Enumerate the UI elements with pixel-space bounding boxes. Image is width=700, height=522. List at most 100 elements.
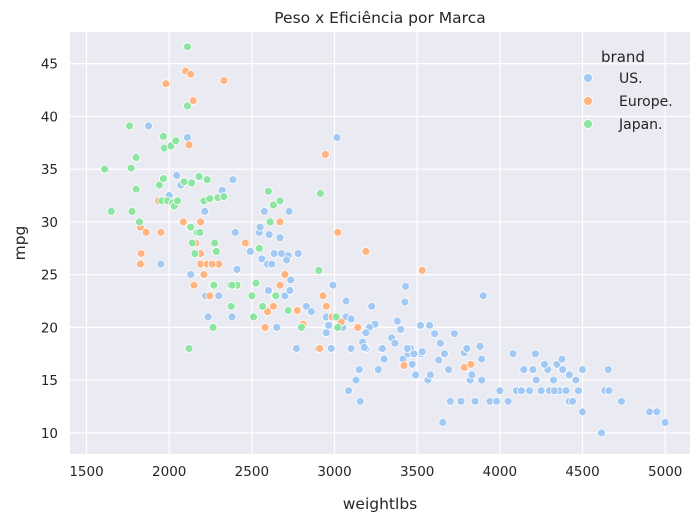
plot-area <box>70 32 690 454</box>
data-point <box>127 206 137 216</box>
data-point <box>280 291 290 301</box>
data-point <box>219 76 229 85</box>
data-point <box>316 188 325 198</box>
data-point <box>154 180 164 190</box>
data-point <box>456 396 466 406</box>
data-point <box>652 407 662 417</box>
data-point <box>186 270 196 280</box>
data-point <box>249 312 258 322</box>
data-point <box>100 164 110 174</box>
data-point <box>263 286 273 295</box>
data-point <box>416 320 425 330</box>
data-point <box>207 259 217 269</box>
data-point <box>228 175 238 185</box>
data-point <box>173 196 182 206</box>
x-tick-label: 1500 <box>69 464 103 480</box>
data-point <box>131 184 141 194</box>
data-point <box>438 417 448 427</box>
data-point <box>318 291 328 301</box>
data-point <box>208 322 218 332</box>
data-point <box>136 249 146 259</box>
data-point <box>211 246 221 256</box>
data-point <box>199 270 209 280</box>
data-point <box>425 370 435 380</box>
data-point <box>604 386 614 396</box>
data-point <box>259 206 269 216</box>
data-point <box>258 301 268 311</box>
grid-lines <box>70 32 690 454</box>
data-point <box>314 265 324 275</box>
data-point <box>254 243 264 253</box>
data-point <box>578 365 587 375</box>
data-point <box>508 349 518 359</box>
data-point <box>525 386 534 396</box>
data-point <box>182 42 192 52</box>
data-point <box>190 249 200 259</box>
data-point <box>597 428 606 438</box>
chart-title: Peso x Eficiência por Marca <box>274 9 485 27</box>
data-point <box>272 322 282 332</box>
data-point <box>409 349 419 359</box>
x-tick-label: 3000 <box>317 464 351 480</box>
data-point <box>331 312 341 322</box>
data-point <box>462 344 472 353</box>
data-point <box>275 280 285 290</box>
data-point <box>179 177 189 187</box>
data-point <box>292 306 302 315</box>
data-point <box>126 163 136 173</box>
data-point <box>326 344 336 353</box>
data-point <box>540 359 549 369</box>
data-point <box>341 296 351 306</box>
data-point <box>561 386 571 396</box>
data-point <box>417 265 427 275</box>
data-point <box>321 301 331 311</box>
data-point <box>247 291 257 301</box>
legend-title: brand <box>601 48 645 66</box>
data-point <box>407 359 417 369</box>
data-point <box>219 192 229 202</box>
y-axis-label: mpg <box>11 226 29 261</box>
data-point <box>449 329 459 339</box>
y-tick-label: 25 <box>41 268 58 284</box>
data-point <box>475 341 485 351</box>
data-point <box>135 259 145 269</box>
data-point <box>550 386 559 396</box>
data-point <box>144 121 153 131</box>
y-tick-label: 10 <box>41 426 58 442</box>
legend-marker <box>583 119 593 129</box>
x-tick-label: 4000 <box>483 464 517 480</box>
legend-label: Japan. <box>618 117 663 133</box>
data-point <box>158 174 168 184</box>
data-point <box>361 328 371 338</box>
series-1 <box>135 66 476 372</box>
data-point <box>268 301 278 311</box>
data-point <box>285 286 295 295</box>
data-point <box>214 291 224 301</box>
data-point <box>355 396 365 406</box>
data-point <box>333 322 343 332</box>
data-point <box>549 375 558 385</box>
data-point <box>232 264 242 274</box>
legend-marker <box>583 96 593 106</box>
data-point <box>178 217 188 227</box>
data-point <box>203 312 213 322</box>
x-tick-label: 2500 <box>235 464 269 480</box>
data-point <box>617 396 626 406</box>
data-point <box>574 386 583 396</box>
y-tick-label: 40 <box>41 109 58 125</box>
data-point <box>301 301 311 311</box>
legend-marker <box>583 73 593 83</box>
x-tick-label: 3500 <box>400 464 434 480</box>
data-point <box>184 344 194 353</box>
data-point <box>280 270 290 280</box>
x-tick-label: 4500 <box>565 464 599 480</box>
data-point <box>283 306 293 315</box>
data-point <box>379 354 389 364</box>
data-point <box>568 396 577 406</box>
data-point <box>306 307 316 317</box>
y-tick-label: 15 <box>41 373 58 389</box>
data-point <box>188 96 198 105</box>
data-point <box>282 255 292 265</box>
data-point <box>265 217 275 227</box>
data-point <box>195 227 205 237</box>
